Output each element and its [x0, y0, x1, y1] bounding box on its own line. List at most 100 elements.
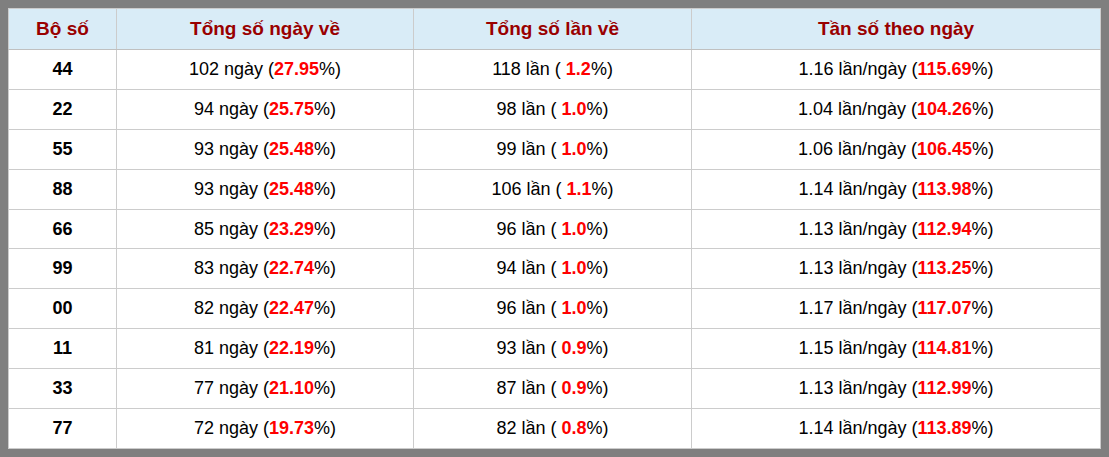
days-suffix: %) — [314, 418, 336, 438]
frequency-suffix: %) — [972, 338, 994, 358]
table-row: 44 102 ngày (27.95%) 118 lần ( 1.2%) 1.1… — [9, 50, 1101, 90]
frequency-percent: 114.81 — [918, 338, 972, 358]
times-suffix: %) — [587, 258, 609, 278]
times-text: 118 lần ( — [492, 59, 566, 79]
days-cell: 85 ngày (23.29%) — [117, 209, 414, 249]
frequency-suffix: %) — [972, 418, 994, 438]
days-text: 85 ngày ( — [194, 219, 269, 239]
times-percent: 1.1 — [567, 179, 592, 199]
times-cell: 93 lần ( 0.9%) — [414, 329, 692, 369]
frequency-suffix: %) — [972, 99, 994, 119]
table-row: 22 94 ngày (25.75%) 98 lần ( 1.0%) 1.04 … — [9, 89, 1101, 129]
times-percent: 1.0 — [562, 298, 587, 318]
days-percent: 22.47 — [269, 298, 314, 318]
frequency-suffix: %) — [972, 59, 994, 79]
days-percent: 19.73 — [269, 418, 314, 438]
frequency-text: 1.16 lần/ngày ( — [798, 59, 917, 79]
pair-value: 44 — [52, 59, 72, 79]
days-percent: 25.48 — [269, 139, 314, 159]
frequency-suffix: %) — [972, 378, 994, 398]
times-cell: 82 lần ( 0.8%) — [414, 409, 692, 449]
days-cell: 77 ngày (21.10%) — [117, 369, 414, 409]
days-suffix: %) — [314, 219, 336, 239]
header-pair: Bộ số — [9, 9, 117, 50]
table-row: 99 83 ngày (22.74%) 94 lần ( 1.0%) 1.13 … — [9, 249, 1101, 289]
days-cell: 83 ngày (22.74%) — [117, 249, 414, 289]
pair-cell: 77 — [9, 409, 117, 449]
lottery-stats-table: Bộ số Tổng số ngày về Tổng số lần về Tần… — [8, 8, 1101, 449]
days-text: 102 ngày ( — [189, 59, 274, 79]
days-text: 94 ngày ( — [194, 99, 269, 119]
frequency-cell: 1.13 lần/ngày (112.99%) — [692, 369, 1101, 409]
table-row: 33 77 ngày (21.10%) 87 lần ( 0.9%) 1.13 … — [9, 369, 1101, 409]
pair-value: 33 — [52, 378, 72, 398]
pair-cell: 66 — [9, 209, 117, 249]
times-suffix: %) — [592, 179, 614, 199]
times-cell: 96 lần ( 1.0%) — [414, 289, 692, 329]
times-cell: 96 lần ( 1.0%) — [414, 209, 692, 249]
days-percent: 21.10 — [269, 378, 314, 398]
days-text: 82 ngày ( — [194, 298, 269, 318]
times-suffix: %) — [587, 219, 609, 239]
frequency-percent: 115.69 — [918, 59, 972, 79]
frequency-text: 1.06 lần/ngày ( — [798, 139, 917, 159]
times-cell: 94 lần ( 1.0%) — [414, 249, 692, 289]
days-suffix: %) — [314, 99, 336, 119]
days-cell: 93 ngày (25.48%) — [117, 129, 414, 169]
frequency-percent: 106.45 — [917, 139, 972, 159]
days-text: 83 ngày ( — [194, 258, 269, 278]
days-percent: 23.29 — [269, 219, 314, 239]
days-suffix: %) — [314, 258, 336, 278]
frequency-text: 1.15 lần/ngày ( — [798, 338, 917, 358]
days-percent: 22.19 — [269, 338, 314, 358]
times-percent: 1.2 — [566, 59, 591, 79]
header-frequency: Tần số theo ngày — [692, 9, 1101, 50]
times-text: 106 lần ( — [491, 179, 566, 199]
frequency-text: 1.14 lần/ngày ( — [798, 418, 917, 438]
pair-cell: 22 — [9, 89, 117, 129]
frequency-cell: 1.14 lần/ngày (113.89%) — [692, 409, 1101, 449]
days-suffix: %) — [319, 59, 341, 79]
times-text: 87 lần ( — [496, 378, 561, 398]
days-percent: 25.75 — [269, 99, 314, 119]
frequency-text: 1.17 lần/ngày ( — [798, 298, 917, 318]
frequency-percent: 112.99 — [918, 378, 972, 398]
times-percent: 0.8 — [562, 418, 587, 438]
pair-cell: 55 — [9, 129, 117, 169]
days-text: 77 ngày ( — [194, 378, 269, 398]
times-percent: 0.9 — [562, 338, 587, 358]
times-text: 93 lần ( — [496, 338, 561, 358]
days-text: 93 ngày ( — [194, 179, 269, 199]
header-total-times: Tổng số lần về — [414, 9, 692, 50]
times-percent: 1.0 — [562, 99, 587, 119]
times-suffix: %) — [587, 378, 609, 398]
table-row: 55 93 ngày (25.48%) 99 lần ( 1.0%) 1.06 … — [9, 129, 1101, 169]
frequency-percent: 104.26 — [917, 99, 972, 119]
times-text: 96 lần ( — [496, 298, 561, 318]
header-total-days: Tổng số ngày về — [117, 9, 414, 50]
frequency-cell: 1.06 lần/ngày (106.45%) — [692, 129, 1101, 169]
days-cell: 93 ngày (25.48%) — [117, 169, 414, 209]
times-text: 82 lần ( — [496, 418, 561, 438]
days-text: 72 ngày ( — [194, 418, 269, 438]
times-text: 98 lần ( — [496, 99, 561, 119]
days-suffix: %) — [314, 139, 336, 159]
times-percent: 0.9 — [562, 378, 587, 398]
days-suffix: %) — [314, 378, 336, 398]
table-row: 11 81 ngày (22.19%) 93 lần ( 0.9%) 1.15 … — [9, 329, 1101, 369]
table-body: 44 102 ngày (27.95%) 118 lần ( 1.2%) 1.1… — [9, 50, 1101, 449]
frequency-percent: 113.98 — [918, 179, 972, 199]
pair-value: 22 — [52, 99, 72, 119]
days-percent: 22.74 — [269, 258, 314, 278]
days-suffix: %) — [314, 298, 336, 318]
times-suffix: %) — [587, 298, 609, 318]
pair-value: 77 — [52, 418, 72, 438]
times-percent: 1.0 — [562, 139, 587, 159]
times-cell: 87 lần ( 0.9%) — [414, 369, 692, 409]
frequency-suffix: %) — [972, 258, 994, 278]
days-cell: 72 ngày (19.73%) — [117, 409, 414, 449]
frequency-text: 1.13 lần/ngày ( — [798, 219, 917, 239]
days-cell: 102 ngày (27.95%) — [117, 50, 414, 90]
pair-value: 00 — [52, 298, 72, 318]
frequency-cell: 1.16 lần/ngày (115.69%) — [692, 50, 1101, 90]
